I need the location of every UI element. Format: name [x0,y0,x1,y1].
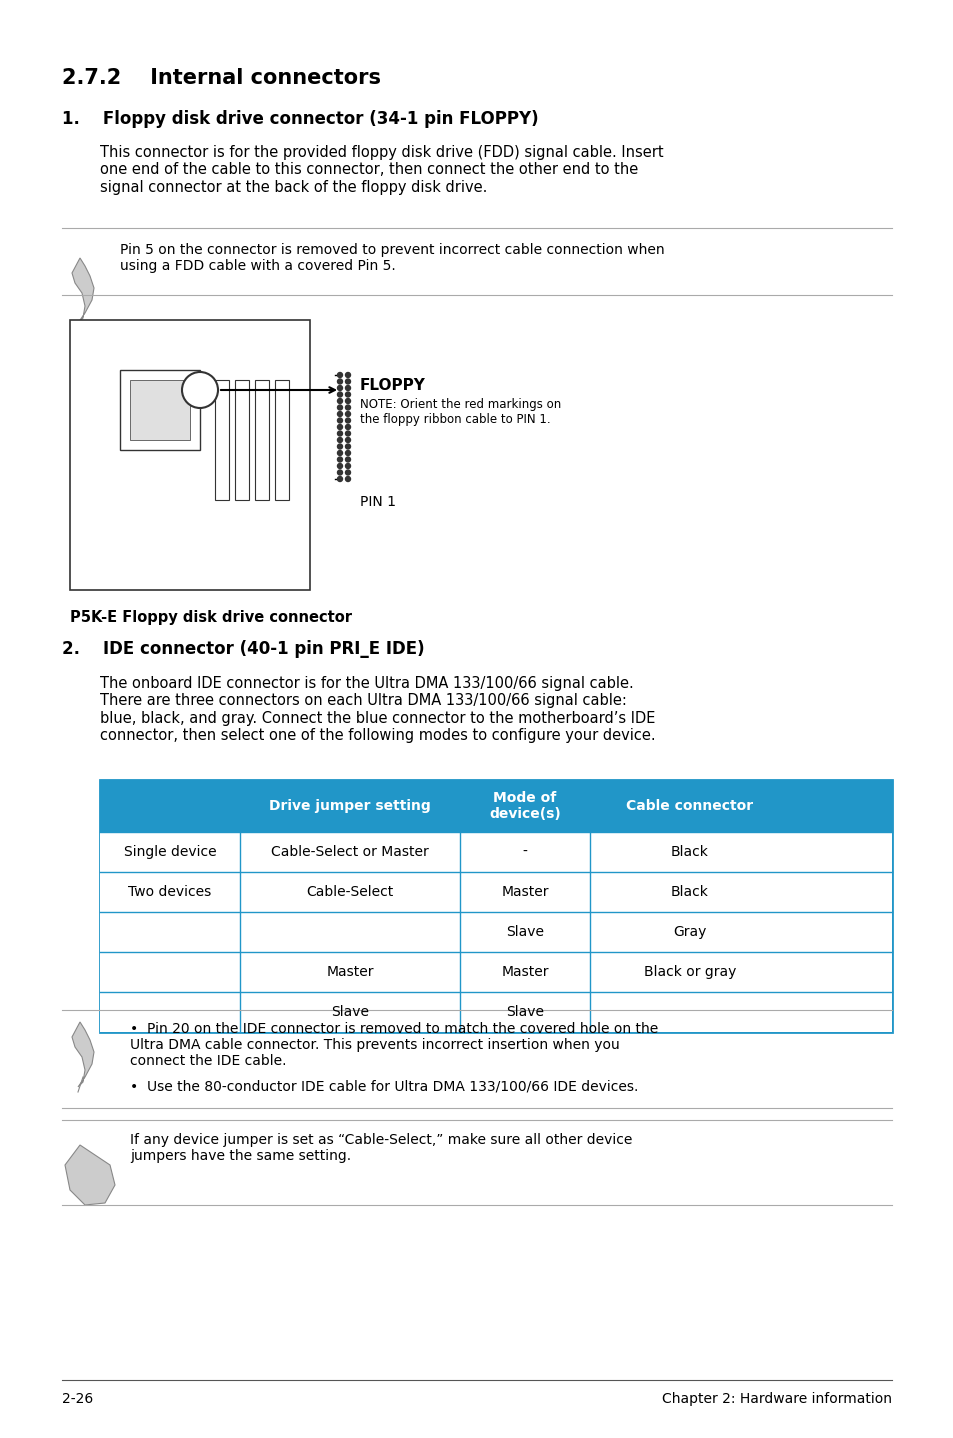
Circle shape [337,411,342,417]
Text: Black: Black [670,846,708,858]
Bar [100,912,891,952]
Polygon shape [65,1145,115,1205]
Bar [234,380,249,500]
Text: Master: Master [500,884,548,899]
Circle shape [345,398,350,404]
Circle shape [337,431,342,436]
Text: •  Pin 20 on the IDE connector is removed to match the covered hole on the
Ultra: • Pin 20 on the IDE connector is removed… [130,1022,658,1068]
Bar [70,321,310,590]
Text: Single device: Single device [124,846,216,858]
Circle shape [345,437,350,443]
Circle shape [345,470,350,475]
Bar [254,380,269,500]
Circle shape [337,444,342,449]
Circle shape [337,476,342,482]
Text: Slave: Slave [331,1005,369,1020]
Text: Master: Master [326,965,374,979]
Text: The onboard IDE connector is for the Ultra DMA 133/100/66 signal cable.
There ar: The onboard IDE connector is for the Ult… [100,676,655,743]
Circle shape [337,418,342,423]
Circle shape [345,406,350,410]
Circle shape [337,457,342,462]
Circle shape [345,463,350,469]
Text: Gray: Gray [673,925,706,939]
Text: This connector is for the provided floppy disk drive (FDD) signal cable. Insert
: This connector is for the provided flopp… [100,145,663,194]
Text: 2.7.2    Internal connectors: 2.7.2 Internal connectors [62,68,380,88]
Text: Chapter 2: Hardware information: Chapter 2: Hardware information [661,1392,891,1406]
Circle shape [345,418,350,423]
Text: Master: Master [500,965,548,979]
Text: Pin 5 on the connector is removed to prevent incorrect cable connection when
usi: Pin 5 on the connector is removed to pre… [120,243,664,273]
Text: Black: Black [670,884,708,899]
Bar [100,833,891,871]
Circle shape [345,385,350,391]
Bar [100,779,891,1032]
Circle shape [337,398,342,404]
Text: 2-26: 2-26 [62,1392,93,1406]
Polygon shape [71,1022,94,1087]
Circle shape [345,444,350,449]
Text: P5K-E Floppy disk drive connector: P5K-E Floppy disk drive connector [70,610,352,626]
Circle shape [337,393,342,397]
Text: Mode of
device(s): Mode of device(s) [489,791,560,821]
Text: 1.    Floppy disk drive connector (34-1 pin FLOPPY): 1. Floppy disk drive connector (34-1 pin… [62,109,538,128]
Text: 2.    IDE connector (40-1 pin PRI_E IDE): 2. IDE connector (40-1 pin PRI_E IDE) [62,640,424,659]
Bar [100,871,891,912]
Circle shape [345,372,350,378]
Bar [214,380,229,500]
Text: Two devices: Two devices [129,884,212,899]
Polygon shape [71,257,94,324]
Bar [100,779,891,833]
Text: If any device jumper is set as “Cable-Select,” make sure all other device
jumper: If any device jumper is set as “Cable-Se… [130,1133,632,1163]
Text: Drive jumper setting: Drive jumper setting [269,800,431,812]
Text: •  Use the 80-conductor IDE cable for Ultra DMA 133/100/66 IDE devices.: • Use the 80-conductor IDE cable for Ult… [130,1080,638,1094]
Text: FLOPPY: FLOPPY [359,378,425,393]
Circle shape [345,450,350,456]
Text: Cable-Select: Cable-Select [306,884,394,899]
Bar [120,370,200,450]
Bar [100,992,891,1032]
Text: Slave: Slave [505,1005,543,1020]
Text: NOTE: Orient the red markings on
the floppy ribbon cable to PIN 1.: NOTE: Orient the red markings on the flo… [359,398,560,426]
Text: Cable-Select or Master: Cable-Select or Master [271,846,429,858]
Circle shape [337,470,342,475]
Circle shape [345,457,350,462]
Bar [274,380,289,500]
Circle shape [345,380,350,384]
Text: Slave: Slave [505,925,543,939]
Circle shape [345,411,350,417]
Circle shape [182,372,218,408]
Circle shape [337,372,342,378]
Circle shape [345,476,350,482]
Circle shape [337,385,342,391]
Text: -: - [522,846,527,858]
Text: Black or gray: Black or gray [643,965,736,979]
Circle shape [337,437,342,443]
Circle shape [337,450,342,456]
Circle shape [345,431,350,436]
Text: Cable connector: Cable connector [626,800,753,812]
Bar [100,952,891,992]
Circle shape [345,424,350,430]
Circle shape [337,380,342,384]
Bar [130,380,190,440]
Circle shape [345,393,350,397]
Circle shape [337,424,342,430]
Circle shape [337,463,342,469]
Circle shape [337,406,342,410]
Text: PIN 1: PIN 1 [359,495,395,509]
